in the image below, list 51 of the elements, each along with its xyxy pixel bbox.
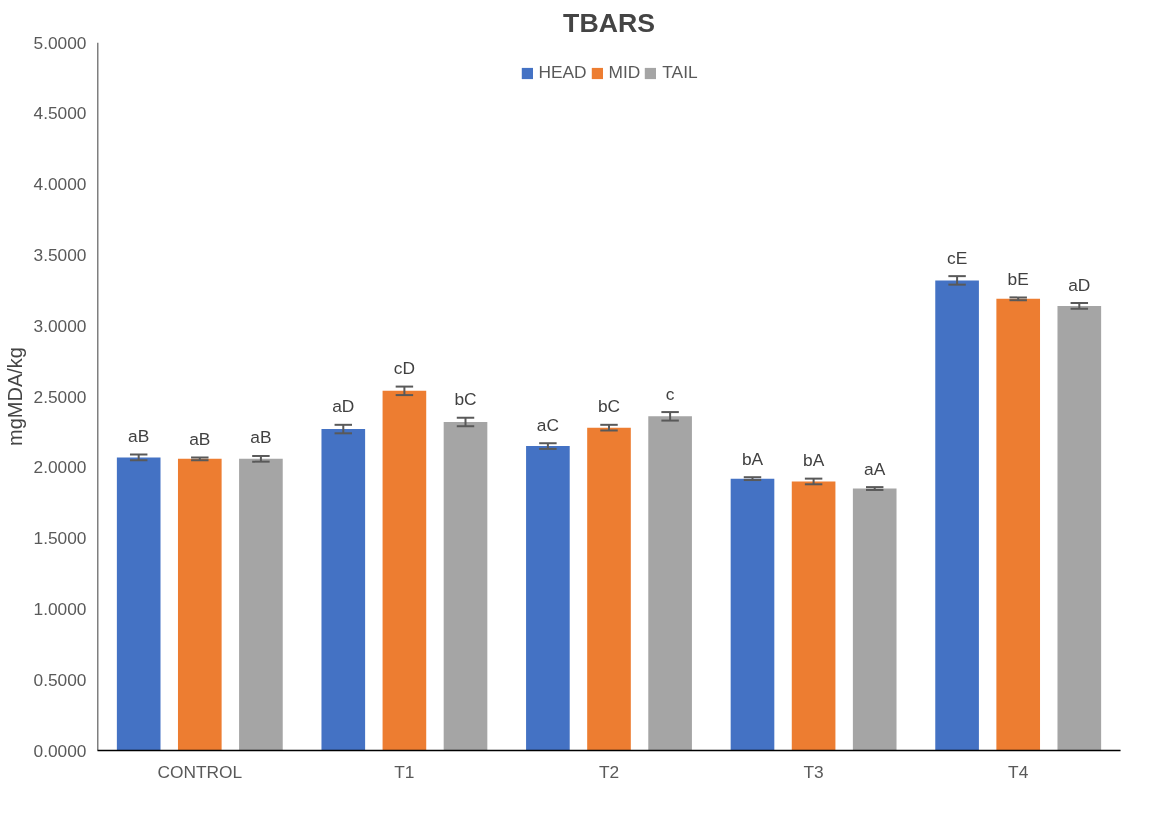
bar [239,458,283,751]
data-label: aB [250,427,272,448]
legend-label: TAIL [662,62,698,83]
data-label: aB [189,428,211,449]
y-tick-label: 1.0000 [33,598,87,619]
bar [382,390,427,751]
y-axis-title: mgMDA/kg [3,347,26,446]
bar [852,488,897,751]
y-tick-label: 0.5000 [33,669,87,690]
data-label: cD [393,358,415,379]
bar [443,421,488,751]
data-label: bE [1007,268,1029,289]
bar [177,458,222,751]
y-tick-label: 4.0000 [33,174,87,195]
y-tick-label: 2.0000 [33,457,87,478]
x-tick-label: T4 [1008,761,1029,782]
bar [996,298,1041,751]
legend-label: HEAD [538,62,587,83]
data-label: aD [332,396,355,417]
x-tick-label: CONTROL [157,761,243,782]
bar [321,429,366,751]
data-label: cE [946,247,968,268]
x-tick-label: T2 [598,761,620,782]
data-label: bC [597,396,621,417]
data-label: aA [864,458,886,479]
chart-title: TBARS [563,7,655,38]
bar [791,481,836,751]
data-label: bA [741,448,764,469]
y-tick-label: 0.0000 [33,740,87,761]
bar [730,478,775,751]
bar [935,280,979,751]
x-tick-label: T1 [394,761,415,782]
data-label: aB [128,426,150,447]
data-label: bA [803,450,825,471]
data-label: c [665,383,675,404]
bar [1057,305,1102,751]
y-tick-label: 3.0000 [33,315,87,336]
bar [526,446,570,751]
x-tick-label: T3 [803,761,824,782]
y-tick-label: 2.5000 [33,386,87,407]
y-tick-label: 1.5000 [33,528,87,549]
y-tick-label: 3.5000 [33,244,87,265]
data-label: aC [536,414,559,435]
bar [648,416,692,751]
y-tick-label: 4.5000 [33,103,87,124]
legend-label: MID [608,62,641,83]
bar [116,457,161,751]
bar [587,427,631,751]
data-label: bC [454,389,477,410]
data-label: aD [1068,274,1091,295]
y-tick-label: 5.0000 [33,32,87,53]
